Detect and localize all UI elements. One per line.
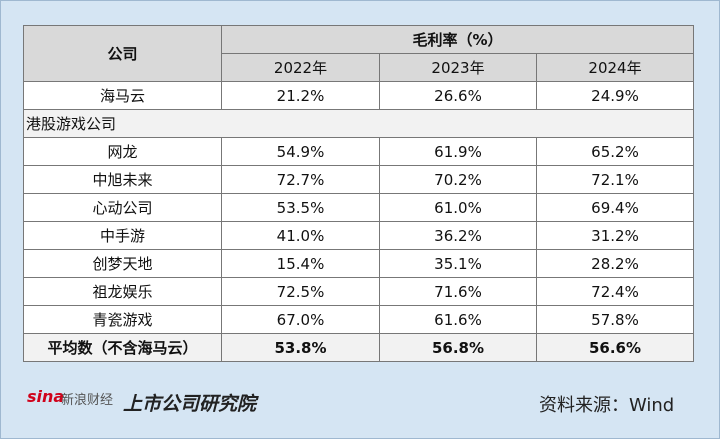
table-cell: 青瓷游戏 — [23, 305, 222, 334]
table-cell: 72.1% — [536, 165, 694, 194]
table-cell: 70.2% — [379, 165, 537, 194]
logo-institute: 上市公司研究院 — [123, 393, 257, 415]
table-cell: 72.4% — [536, 277, 694, 306]
table-body: 公司 毛利率（%） 2022年 2023年 2024年 海马云 21.2% 26.6% 2… — [23, 25, 694, 362]
table-cell: 56.6% — [536, 333, 694, 362]
table-cell: 61.9% — [379, 137, 537, 166]
header-cell: 2023年 — [379, 53, 537, 82]
header-row: 公司 毛利率（%） — [23, 25, 694, 82]
table-cell: 71.6% — [379, 277, 537, 306]
table-cell: 平均数（不含海马云） — [23, 333, 222, 362]
table-cell: 61.0% — [379, 193, 537, 222]
table-row: 创梦天地 15.4% 35.1% 28.2% — [23, 249, 694, 278]
table-cell: 61.6% — [379, 305, 537, 334]
table-cell: 53.8% — [221, 333, 380, 362]
table-cell: 53.5% — [221, 193, 380, 222]
header-cell: 2024年 — [536, 53, 694, 82]
section-cell: 港股游戏公司 — [23, 109, 694, 138]
table-cell: 72.5% — [221, 277, 380, 306]
table-cell: 24.9% — [536, 81, 694, 110]
logo-sina-cn: 新浪财经 — [61, 393, 114, 408]
table-row: 中旭未来 72.7% 70.2% 72.1% — [23, 165, 694, 194]
table-cell: 祖龙娱乐 — [23, 277, 222, 306]
table-cell: 31.2% — [536, 221, 694, 250]
header-row: 2022年 2023年 2024年 — [24, 53, 694, 82]
table-cell: 56.8% — [379, 333, 537, 362]
table-cell: 35.1% — [379, 249, 537, 278]
table-cell: 中手游 — [23, 221, 222, 250]
table-cell: 26.6% — [379, 81, 537, 110]
table-row: 心动公司 53.5% 61.0% 69.4% — [23, 193, 694, 222]
table-cell: 57.8% — [536, 305, 694, 334]
table-cell: 41.0% — [221, 221, 380, 250]
table-row: 中手游 41.0% 36.2% 31.2% — [23, 221, 694, 250]
table-cell: 中旭未来 — [23, 165, 222, 194]
logo-sina: sina — [27, 387, 65, 406]
table-cell: 创梦天地 — [23, 249, 222, 278]
table-cell: 海马云 — [23, 81, 222, 110]
table-row: 网龙 54.9% 61.9% 65.2% — [23, 137, 694, 166]
header-cell: 2022年 — [221, 53, 380, 82]
margin-table: 公司 毛利率（%） 2022年 2023年 2024年 海马云 21.2% 26.6% 2… — [23, 25, 694, 362]
section-row: 港股游戏公司 — [23, 109, 694, 138]
table-row: 海马云 21.2% 26.6% 24.9% — [23, 81, 694, 110]
table-cell: 36.2% — [379, 221, 537, 250]
table-cell: 67.0% — [221, 305, 380, 334]
table-cell: 65.2% — [536, 137, 694, 166]
table-row: 平均数（不含海马云） 53.8% 56.8% 56.6% — [23, 333, 694, 362]
source: 资料来源：Wind — [539, 395, 675, 416]
table-cell: 21.2% — [221, 81, 380, 110]
table-cell: 54.9% — [221, 137, 380, 166]
table-row: 青瓷游戏 67.0% 61.6% 57.8% — [23, 305, 694, 334]
table-cell: 15.4% — [221, 249, 380, 278]
table-cell: 69.4% — [536, 193, 694, 222]
table-row: 祖龙娱乐 72.5% 71.6% 72.4% — [23, 277, 694, 306]
header-cell: 毛利率（%） — [221, 25, 694, 54]
table-cell: 网龙 — [23, 137, 222, 166]
table-cell: 72.7% — [221, 165, 380, 194]
header-cell: 公司 — [23, 25, 222, 82]
table-cell: 心动公司 — [23, 193, 222, 222]
table-cell: 28.2% — [536, 249, 694, 278]
